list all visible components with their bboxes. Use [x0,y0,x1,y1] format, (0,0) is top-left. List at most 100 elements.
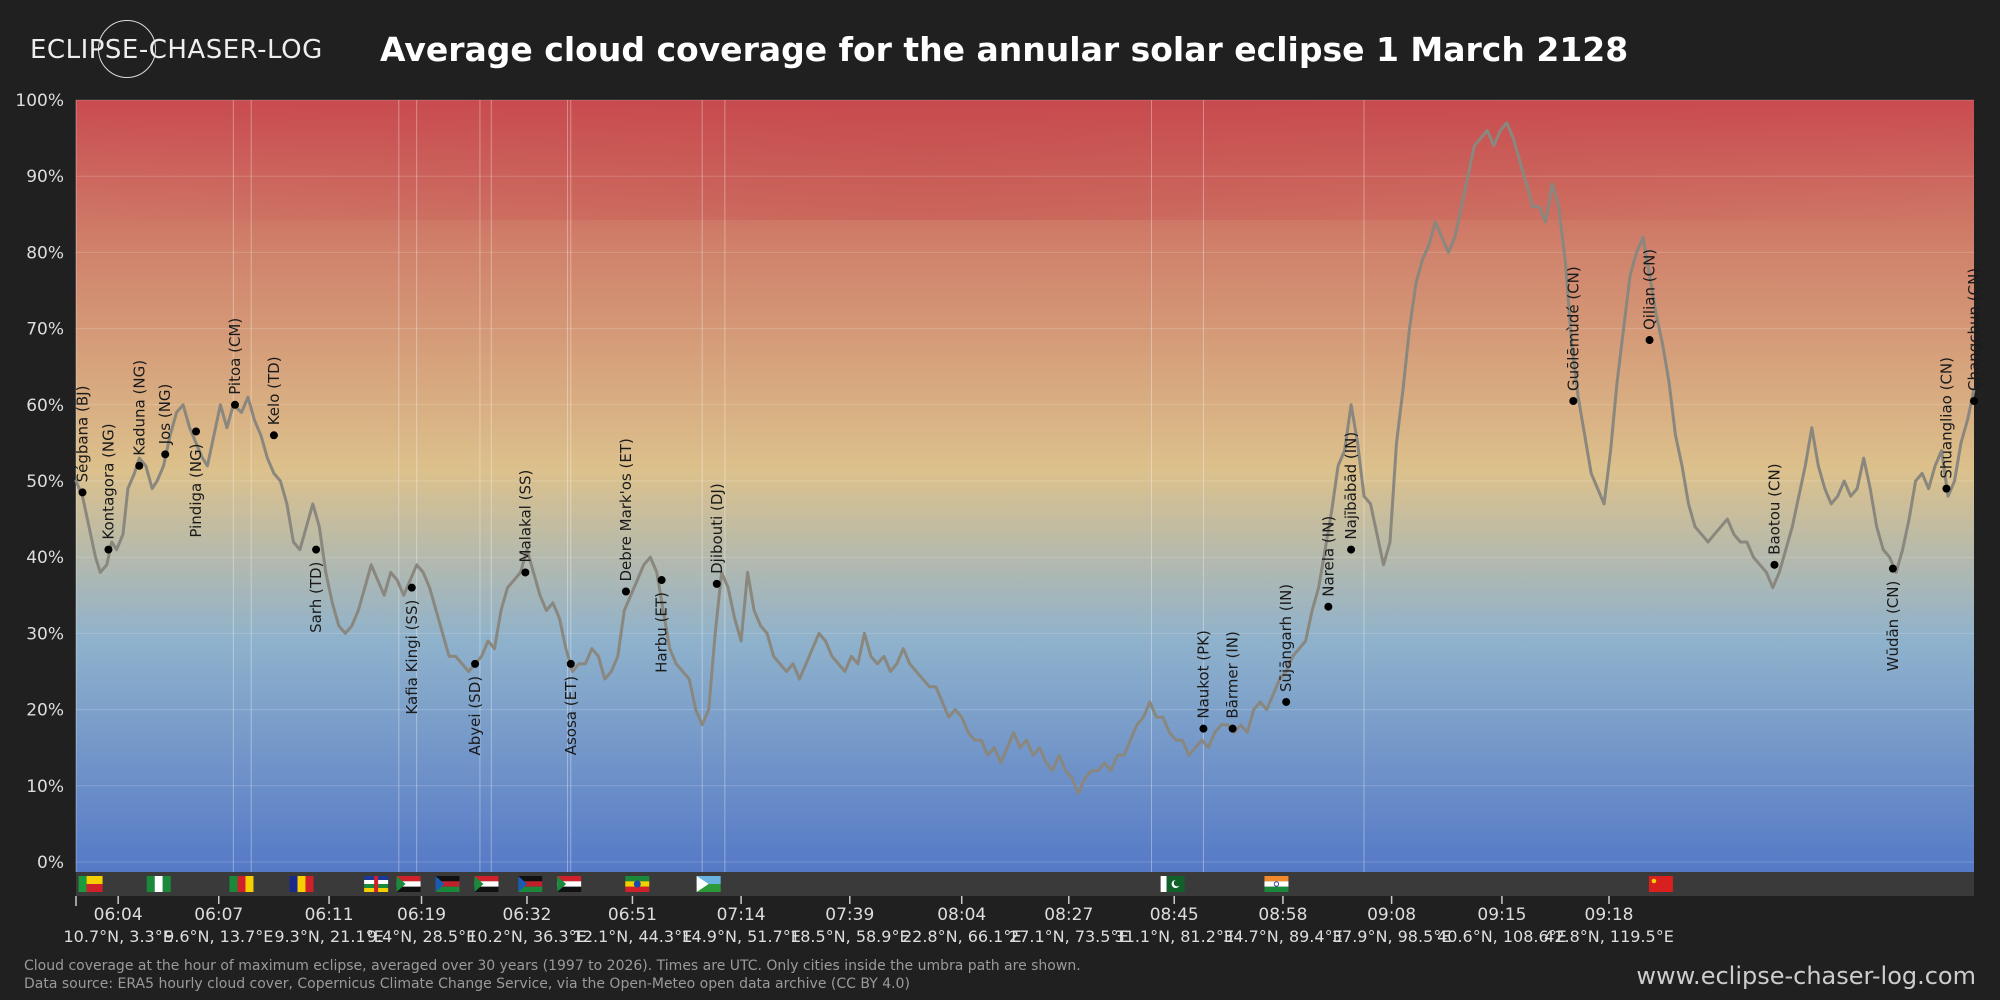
city-marker-dot [1645,336,1654,345]
x-tick-time-label: 07:39 [825,905,874,925]
x-tick-coord-label: 27.1°N, 73.5°E [1009,927,1129,946]
city-marker-dot [269,431,278,440]
y-tick-label: 90% [26,167,64,187]
flag-strip [76,872,1974,896]
nigeria-flag-icon [146,876,171,892]
city-marker-dot [1970,396,1978,405]
y-tick-label: 10% [26,777,64,797]
city-marker-dot [1347,545,1356,554]
city-label: Qilian (CN) [1641,249,1659,330]
x-tick-coord-label: 22.8°N, 66.1°E [902,927,1022,946]
footnote: Cloud coverage at the hour of maximum ec… [24,957,1081,993]
y-tick-label: 40% [26,548,64,568]
x-tick-coord-label: 10.2°N, 36.3°E [467,927,587,946]
cameroon-flag-icon [229,876,254,892]
city-label: Naukot (PK) [1194,630,1212,718]
city-marker-dot [1942,484,1951,493]
city-marker-dot [135,461,144,470]
x-tick-coord-label: 9.6°N, 13.7°E [164,927,273,946]
x-tick-time-label: 08:45 [1150,905,1199,925]
x-tick-coord-label: 9.4°N, 28.5°E [367,927,476,946]
logo: ECLIPSE-CHASER-LOG [30,18,340,82]
x-tick-coord-label: 37.9°N, 98.5°E [1332,927,1452,946]
y-tick-label: 60% [26,396,64,416]
city-label: Guōlēmùdé (CN) [1564,266,1582,391]
x-tick-time-label: 06:32 [502,905,551,925]
x-tick-time-label: 07:14 [717,905,766,925]
chad-flag-icon [289,876,314,892]
city-label: Debre Mark'os (ET) [617,438,635,581]
city-marker-dot [621,587,630,596]
y-tick-label: 20% [26,701,64,721]
city-marker-dot [521,568,530,577]
city-marker-dot [312,545,321,554]
city-label: Ségbana (BJ) [73,386,91,483]
city-marker-dot [104,545,113,554]
djibouti-flag-icon [696,876,721,892]
footnote-line-2: Data source: ERA5 hourly cloud cover, Co… [24,976,910,992]
x-tick-coord-label: 40.6°N, 108.6°E [1437,927,1567,946]
ethiopia-flag-icon [625,876,650,892]
x-tick-coord-label: 18.5°N, 58.9°E [790,927,910,946]
x-tick-coord-label: 42.8°N, 119.5°E [1544,927,1674,946]
city-label: Kaduna (NG) [130,360,148,456]
sudan-flag-icon [474,876,499,892]
x-tick-coord-label: 9.3°N, 21.1°E [274,927,383,946]
x-tick-coord-label: 34.7°N, 89.4°E [1223,927,1343,946]
x-tick-time-label: 08:58 [1258,905,1307,925]
city-marker-dot [1324,602,1333,611]
city-label: Asosa (ET) [562,676,580,755]
central-african-republic-flag-icon [364,876,389,892]
x-tick-coord-label: 10.7°N, 3.3°E [64,927,173,946]
x-tick-coord-label: 31.1°N, 81.2°E [1114,927,1234,946]
city-label: Malakal (SS) [516,470,534,563]
y-tick-label: 70% [26,320,64,340]
x-tick-time-label: 06:04 [94,905,143,925]
city-label: Shuangliao (CN) [1937,357,1955,479]
cloud-coverage-series-line [74,121,1976,795]
city-label: Harbu (ET) [653,592,671,673]
city-label: Sūjāngarh (IN) [1277,584,1295,692]
sudan-flag-icon [557,876,582,892]
y-tick-label: 100% [15,91,64,111]
x-tick-time-label: 06:11 [305,905,354,925]
logo-ring-icon [98,20,156,78]
india-flag-icon [1264,876,1289,892]
city-marker-dot [1228,724,1237,733]
city-marker-dot [230,400,239,409]
city-marker-dot [1770,560,1779,569]
x-tick-coord-label: 14.9°N, 51.7°E [681,927,801,946]
logo-text: ECLIPSE-CHASER-LOG [30,35,323,65]
city-label: Bārmer (IN) [1224,631,1242,719]
south-sudan-flag-icon [518,876,543,892]
y-tick-label: 80% [26,243,64,263]
plot-heat-overlay [76,100,1974,220]
city-label: Kelo (TD) [265,356,283,425]
city-marker-dot [1569,396,1578,405]
city-marker-dot [1199,724,1208,733]
city-label: Najībābād (IN) [1342,432,1360,540]
south-sudan-flag-icon [435,876,460,892]
city-marker-dot [161,450,170,459]
city-label: Pindiga (NG) [187,443,205,537]
x-tick-time-label: 08:27 [1044,905,1093,925]
pakistan-flag-icon [1160,876,1185,892]
x-tick-time-label: 09:15 [1477,905,1526,925]
sudan-flag-icon [396,876,421,892]
y-tick-label: 0% [37,853,64,873]
city-label: Wūdān (CN) [1884,581,1902,672]
city-marker-dot [657,576,666,585]
city-marker-dot [471,659,480,668]
x-tick-time-label: 06:51 [608,905,657,925]
x-tick-time-label: 09:08 [1367,905,1416,925]
city-label: Jos (NG) [156,384,174,446]
x-tick-coord-label: 12.1°N, 44.3°E [573,927,693,946]
x-tick-time-label: 06:19 [397,905,446,925]
city-label: Sarh (TD) [307,562,325,633]
city-marker-dot [1282,697,1291,706]
x-tick-time-label: 09:18 [1585,905,1634,925]
city-marker-dot [712,579,721,588]
city-label: Baotou (CN) [1765,463,1783,554]
city-label: Djibouti (DJ) [708,483,726,574]
